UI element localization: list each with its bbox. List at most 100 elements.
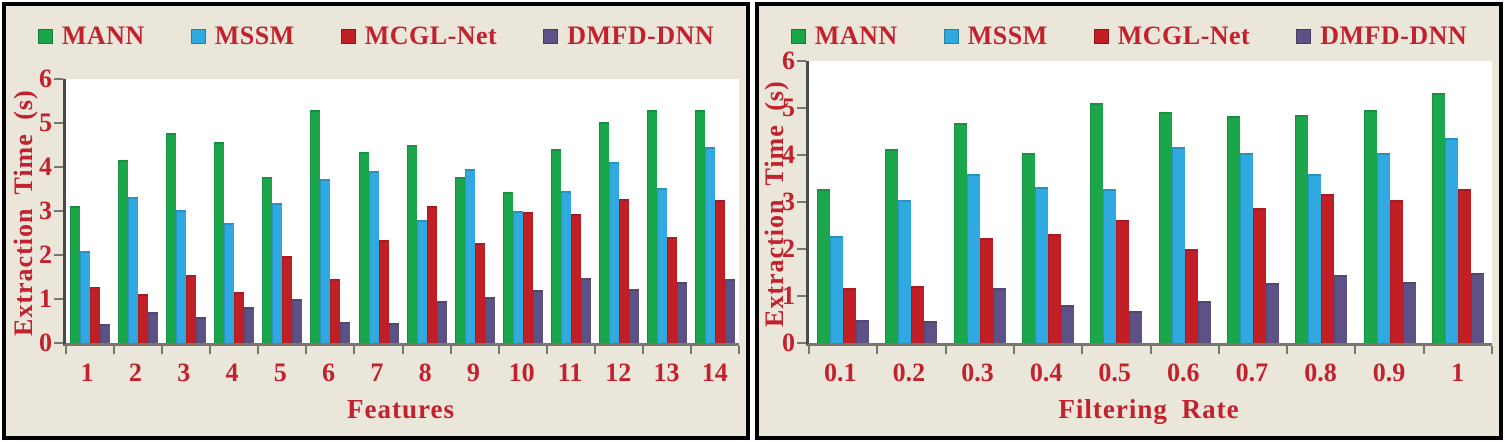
x-category-label: 1 bbox=[80, 358, 94, 387]
x-category-label: 6 bbox=[322, 358, 336, 387]
x-tick-mark bbox=[305, 346, 308, 354]
x-category-label: 0.7 bbox=[1235, 358, 1269, 387]
bar-dmfd-dnn bbox=[580, 277, 591, 343]
y-tick-label: 4 bbox=[39, 152, 52, 181]
bar-mann bbox=[1431, 92, 1445, 343]
x-tick-mark bbox=[944, 346, 947, 354]
x-category-label: 0.4 bbox=[1029, 358, 1063, 387]
bar-mcgl-net bbox=[666, 236, 677, 343]
x-category-label: 11 bbox=[557, 358, 583, 387]
bar-mssm bbox=[368, 171, 379, 343]
y-tick-label: 3 bbox=[39, 196, 52, 225]
bar-mann bbox=[1022, 152, 1036, 343]
bar-mssm bbox=[560, 190, 571, 343]
bar-mcgl-net bbox=[138, 293, 149, 343]
bar-mcgl-net bbox=[1321, 194, 1335, 343]
bar-mann bbox=[502, 192, 513, 343]
bar-mssm bbox=[272, 203, 283, 343]
bar-group bbox=[809, 61, 877, 343]
bar-mcgl-net bbox=[715, 200, 726, 343]
bar-group bbox=[1287, 61, 1355, 343]
bar-mcgl-net bbox=[474, 243, 485, 343]
bar-mcgl-net bbox=[522, 212, 533, 343]
x-tick-mark bbox=[1217, 346, 1220, 354]
bar-mann bbox=[550, 149, 561, 343]
x-tick-mark bbox=[689, 346, 692, 354]
bar-mann bbox=[406, 145, 417, 343]
bar-dmfd-dnn bbox=[1470, 272, 1484, 343]
x-category-label: 0.6 bbox=[1167, 358, 1200, 387]
bar-mssm bbox=[608, 162, 619, 343]
legend-item: DMFD-DNN bbox=[1296, 21, 1467, 51]
bar-mcgl-net bbox=[570, 213, 581, 343]
bar-mssm bbox=[830, 236, 844, 343]
bar-group bbox=[451, 79, 499, 343]
bar-dmfd-dnn bbox=[484, 296, 495, 343]
bar-group bbox=[1150, 61, 1218, 343]
bar-mssm bbox=[1171, 147, 1185, 343]
legend-item: MCGL-Net bbox=[1093, 21, 1251, 51]
bar-dmfd-dnn bbox=[1061, 305, 1075, 343]
bar-dmfd-dnn bbox=[1129, 310, 1143, 343]
y-tick-label: 5 bbox=[782, 93, 795, 122]
bar-mssm bbox=[1444, 137, 1458, 343]
bar-dmfd-dnn bbox=[1197, 300, 1211, 343]
bar-mann bbox=[646, 109, 657, 343]
y-tick-label: 0 bbox=[782, 328, 795, 357]
bar-mann bbox=[817, 188, 831, 343]
x-category-label: 12 bbox=[605, 358, 632, 387]
x-category-label: 0.8 bbox=[1304, 358, 1337, 387]
bar-mann bbox=[1295, 115, 1309, 343]
legend-swatch-icon bbox=[37, 28, 53, 44]
bar-mssm bbox=[656, 187, 667, 343]
legend-swatch-icon bbox=[1093, 28, 1109, 44]
x-category-label: 3 bbox=[177, 358, 191, 387]
bar-mann bbox=[1226, 115, 1240, 343]
legend-swatch-icon bbox=[543, 28, 559, 44]
y-tick-label: 6 bbox=[39, 64, 52, 93]
bar-mann bbox=[1363, 110, 1377, 343]
y-tick-mark bbox=[54, 122, 63, 124]
bar-mann bbox=[310, 109, 321, 343]
bar-dmfd-dnn bbox=[148, 311, 159, 343]
plot-area: 0 1 2 3 4 5 6 bbox=[782, 48, 1493, 356]
bar-dmfd-dnn bbox=[340, 321, 351, 343]
y-tick-label: 3 bbox=[782, 187, 795, 216]
bar-dmfd-dnn bbox=[856, 319, 870, 343]
bar-mann bbox=[1158, 112, 1172, 343]
x-category-label: 7 bbox=[370, 358, 384, 387]
chart-panel-features: MANN MSSM MCGL-Net DMFD-DNN Extraction Time… bbox=[2, 2, 750, 440]
bar-dmfd-dnn bbox=[244, 307, 255, 343]
bar-group bbox=[1424, 61, 1492, 343]
bar-group bbox=[1355, 61, 1423, 343]
bar-mssm bbox=[966, 173, 980, 343]
x-tick-mark bbox=[257, 346, 260, 354]
bar-group bbox=[162, 79, 210, 343]
y-tick-mark bbox=[54, 254, 63, 256]
legend-label: DMFD-DNN bbox=[1320, 21, 1468, 50]
bar-mann bbox=[885, 148, 899, 343]
y-tick-label: 2 bbox=[39, 240, 52, 269]
x-tick-mark bbox=[1012, 346, 1015, 354]
bar-mssm bbox=[416, 219, 427, 343]
x-category-label: 4 bbox=[225, 358, 239, 387]
y-tick-mark bbox=[54, 78, 63, 80]
legend-item: MSSM bbox=[190, 21, 295, 51]
x-tick-mark bbox=[353, 346, 356, 354]
y-axis-label: Extraction Time (s) bbox=[9, 89, 38, 336]
bar-mssm bbox=[1035, 186, 1049, 343]
bar-mcgl-net bbox=[1048, 233, 1062, 343]
bar-mssm bbox=[1376, 153, 1390, 343]
bar-dmfd-dnn bbox=[100, 324, 111, 343]
x-category-label: 1 bbox=[1451, 358, 1465, 387]
x-category-label: 14 bbox=[701, 358, 728, 387]
bar-group bbox=[1219, 61, 1287, 343]
bar-mcgl-net bbox=[618, 198, 629, 343]
bar-dmfd-dnn bbox=[196, 316, 207, 343]
bar-mcgl-net bbox=[1389, 200, 1403, 343]
bar-mann bbox=[214, 141, 225, 343]
bar-mann bbox=[118, 160, 129, 343]
x-category-label: 0.1 bbox=[824, 358, 857, 387]
y-tick-label: 1 bbox=[782, 281, 795, 310]
